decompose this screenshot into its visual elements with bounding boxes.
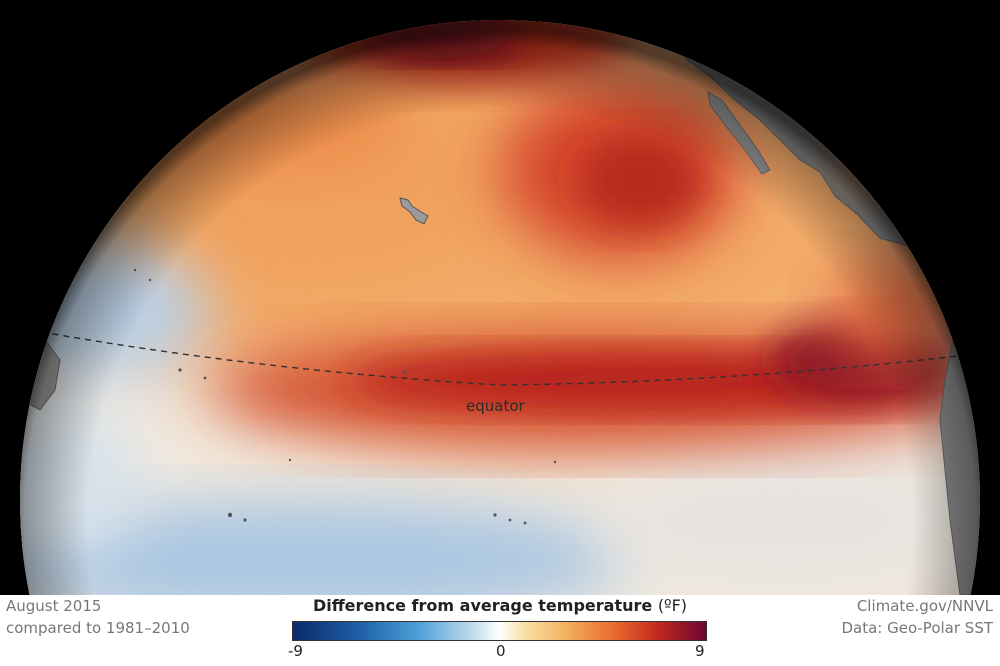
footer: August 2015 compared to 1981–2010 Differ… [0, 595, 1000, 666]
data-source-label: Data: Geo-Polar SST [841, 619, 993, 637]
credit-label: Climate.gov/NNVL [856, 597, 993, 615]
sst-anomaly-globe-map: equator [20, 20, 980, 595]
color-scale-bar [292, 621, 707, 641]
comparison-period: compared to 1981–2010 [6, 619, 190, 637]
legend-title-text: Difference from average temperature [312, 596, 653, 615]
legend-unit: (ºF) [657, 596, 688, 615]
legend-title: Difference from average temperature (ºF) [250, 596, 750, 615]
scale-min-label: -9 [288, 642, 303, 660]
date-label: August 2015 [6, 597, 102, 615]
equator-label: equator [466, 397, 526, 415]
scale-mid-label: 0 [496, 642, 506, 660]
scale-max-label: 9 [695, 642, 705, 660]
